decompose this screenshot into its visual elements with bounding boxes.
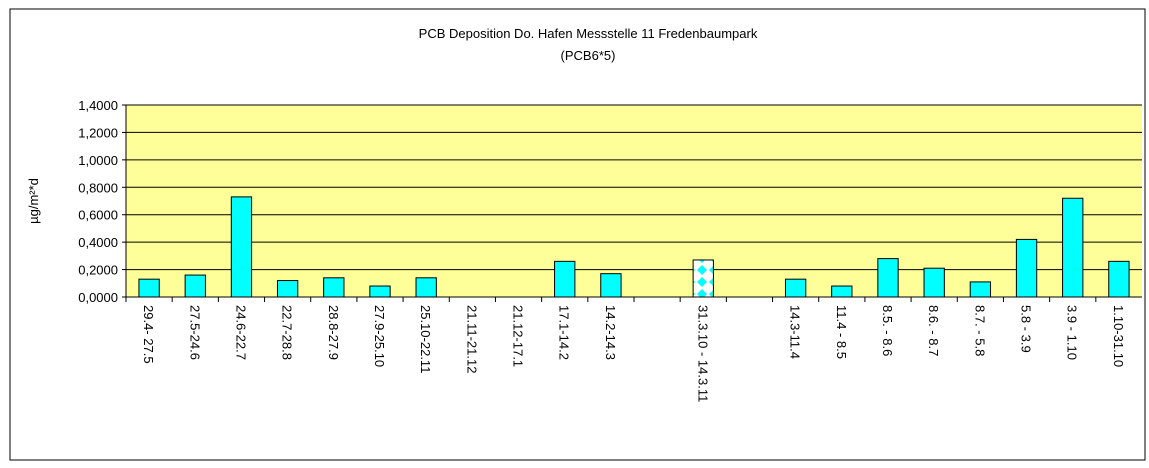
- x-tick-label: 14.3-11.4: [788, 305, 803, 359]
- y-tick-label: 0,8000: [78, 180, 118, 195]
- x-tick-label: 29.4- 27.5: [141, 305, 156, 364]
- x-tick-label: 25.10-22.11: [418, 305, 433, 373]
- bar: [784, 278, 807, 298]
- bar: [323, 277, 345, 298]
- y-tick-label: 0,4000: [78, 235, 118, 250]
- chart-title: PCB Deposition Do. Hafen Messstelle 11 F…: [419, 26, 758, 41]
- bar: [415, 277, 437, 298]
- bar: [877, 258, 899, 298]
- bar: [831, 285, 853, 298]
- x-tick-label: 3.9 - 1.10: [1065, 305, 1080, 360]
- x-tick-label: 17.1-14.2: [557, 305, 572, 360]
- bar: [1108, 260, 1130, 298]
- bar: [230, 196, 253, 298]
- bar: [369, 285, 391, 298]
- bar: [692, 259, 714, 298]
- x-tick-label: 31.3.10 - 14.3.11: [695, 305, 710, 402]
- y-axis-label: µg/m²*d: [26, 178, 41, 224]
- x-tick-label: 14.2-14.3: [603, 305, 618, 360]
- x-tick-label: 22.7-28.8: [280, 305, 295, 360]
- bar: [138, 278, 160, 298]
- bar: [554, 260, 576, 298]
- bar: [184, 274, 206, 298]
- x-tick-label: 27.9-25.10: [372, 305, 387, 367]
- bar: [600, 273, 622, 298]
- x-tick-label: 21.12-17.1: [511, 305, 526, 367]
- x-tick-label: 11.4 - 8.5: [834, 305, 849, 359]
- bar: [1062, 197, 1084, 298]
- x-tick-label: 8.6. - 8.7: [926, 305, 941, 356]
- bar: [1015, 238, 1038, 298]
- bar: [923, 267, 945, 298]
- x-tick-label: 8.7. - 5.8: [972, 305, 987, 356]
- y-tick-label: 1,2000: [78, 125, 118, 140]
- x-tick-label: 24.6-22.7: [233, 305, 248, 360]
- y-tick-label: 1,0000: [78, 153, 118, 168]
- y-tick-label: 0,6000: [78, 208, 118, 223]
- x-tick-label: 28.8-27.9: [326, 305, 341, 360]
- x-tick-label: 1.10-31.10: [1111, 305, 1126, 367]
- plot-area: [126, 105, 1142, 297]
- x-tick-label: 5.8 - 3.9: [1019, 305, 1034, 353]
- y-tick-label: 1,4000: [78, 98, 118, 113]
- x-tick-label: 27.5-24.6: [187, 305, 202, 360]
- y-tick-label: 0,2000: [78, 263, 118, 278]
- x-tick-label: 8.5. - 8.6: [880, 305, 895, 356]
- bar: [969, 281, 992, 298]
- x-tick-label: 21.11-21.12: [464, 305, 479, 373]
- y-tick-label: 0,0000: [78, 290, 118, 305]
- chart-subtitle: (PCB6*5): [561, 48, 616, 63]
- bar: [276, 280, 299, 298]
